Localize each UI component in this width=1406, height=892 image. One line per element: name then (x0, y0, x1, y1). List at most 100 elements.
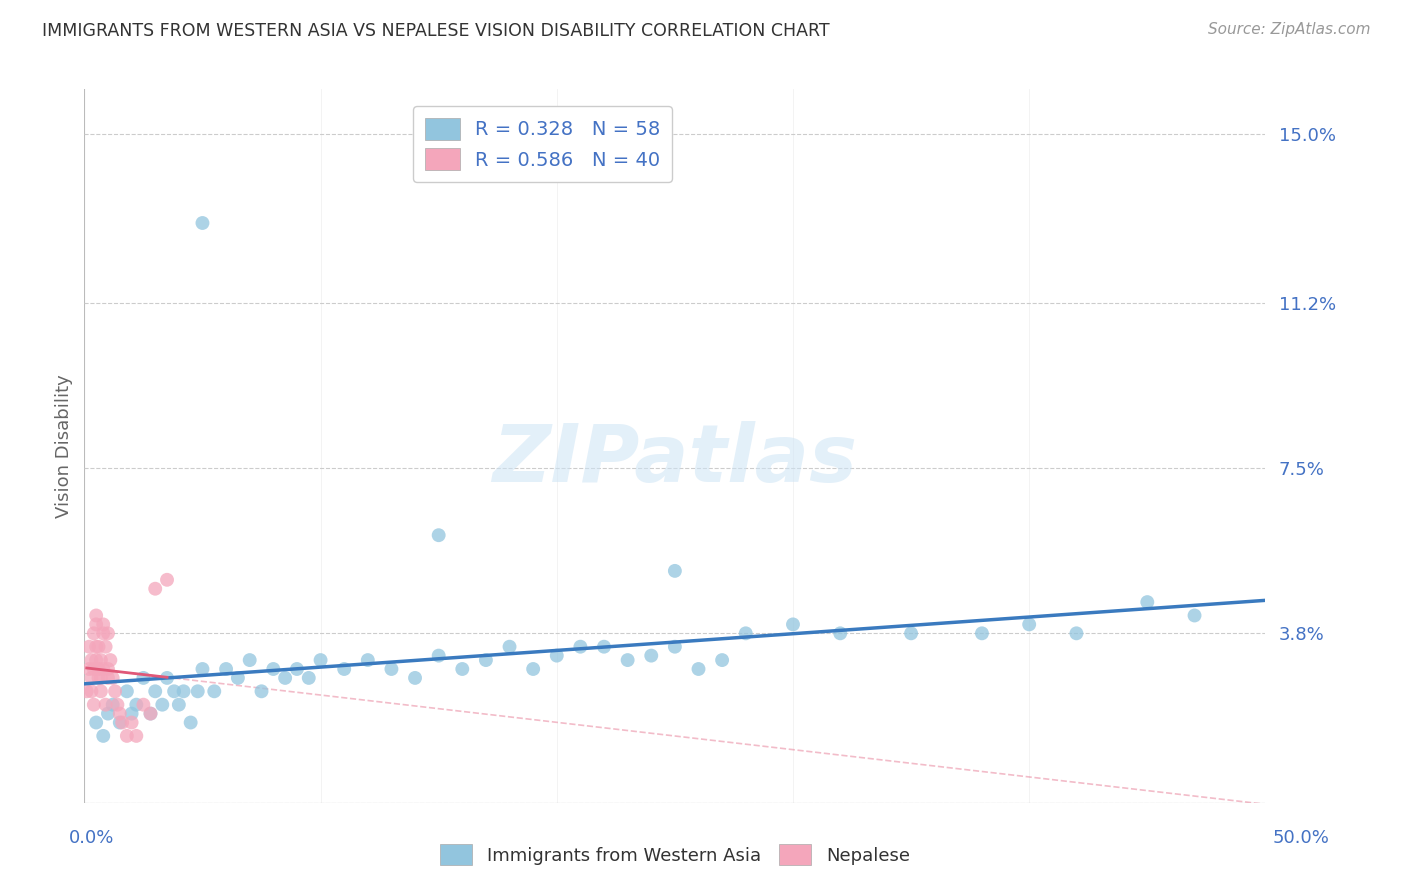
Point (167, 698, 190, 712)
Point (94, 698, 117, 712)
Point (250, 684, 273, 698)
Point (1066, 626, 1088, 640)
Point (97, 671, 120, 685)
Point (98, 653, 121, 667)
Point (76, 684, 98, 698)
Point (108, 706, 131, 721)
Point (83, 662, 105, 676)
Point (380, 662, 402, 676)
Point (97, 662, 120, 676)
Point (104, 684, 127, 698)
Text: IMMIGRANTS FROM WESTERN ASIA VS NEPALESE VISION DISABILITY CORRELATION CHART: IMMIGRANTS FROM WESTERN ASIA VS NEPALESE… (42, 22, 830, 40)
Point (91, 626, 114, 640)
Point (640, 648, 662, 663)
Point (163, 684, 186, 698)
Point (187, 684, 209, 698)
Point (782, 617, 804, 632)
Point (87, 640, 110, 654)
Point (132, 698, 155, 712)
Point (970, 626, 993, 640)
Point (262, 662, 284, 676)
Point (90, 671, 112, 685)
Point (215, 662, 238, 676)
Point (191, 662, 214, 676)
Text: ZIPatlas: ZIPatlas (492, 421, 858, 500)
Point (404, 671, 426, 685)
Point (84, 653, 107, 667)
Point (688, 662, 710, 676)
Point (87, 662, 110, 676)
Legend: Immigrants from Western Asia, Nepalese: Immigrants from Western Asia, Nepalese (429, 833, 921, 876)
Point (111, 715, 134, 730)
Point (546, 648, 568, 663)
Point (333, 662, 356, 676)
Point (427, 648, 450, 663)
Point (298, 671, 321, 685)
Point (522, 662, 544, 676)
Point (94, 640, 117, 654)
Point (180, 715, 202, 730)
Point (121, 706, 143, 721)
Point (84, 608, 107, 623)
Point (115, 684, 138, 698)
Point (121, 715, 143, 730)
Point (202, 684, 225, 698)
Point (451, 662, 474, 676)
Point (84, 640, 107, 654)
Point (191, 216, 214, 230)
Point (569, 640, 592, 654)
Point (90, 684, 112, 698)
Point (84, 617, 107, 632)
Point (156, 671, 179, 685)
Point (357, 653, 380, 667)
Text: 50.0%: 50.0% (1272, 829, 1329, 847)
Point (1136, 595, 1159, 609)
Point (107, 698, 129, 712)
Point (309, 653, 332, 667)
Point (475, 653, 498, 667)
Point (156, 573, 179, 587)
Point (274, 671, 297, 685)
Y-axis label: Vision Disability: Vision Disability (55, 374, 73, 518)
Point (143, 684, 166, 698)
Point (125, 729, 148, 743)
Point (101, 698, 124, 712)
Point (91, 662, 114, 676)
Point (285, 662, 308, 676)
Point (593, 640, 616, 654)
Point (101, 671, 124, 685)
Point (150, 698, 173, 712)
Point (900, 626, 922, 640)
Point (664, 640, 686, 654)
Point (132, 671, 155, 685)
Point (143, 582, 166, 596)
Point (97, 706, 120, 721)
Point (830, 626, 852, 640)
Point (80, 671, 103, 685)
Point (1184, 608, 1206, 623)
Point (77, 640, 100, 654)
Point (90, 653, 112, 667)
Point (226, 671, 249, 685)
Point (108, 715, 131, 730)
Point (1018, 617, 1040, 632)
Point (80, 653, 103, 667)
Point (84, 715, 107, 730)
Point (139, 706, 162, 721)
Point (87, 671, 110, 685)
Point (91, 729, 114, 743)
Point (616, 653, 638, 667)
Point (83, 698, 105, 712)
Text: 0.0%: 0.0% (69, 829, 114, 847)
Point (427, 528, 450, 542)
Point (498, 640, 520, 654)
Point (80, 684, 103, 698)
Point (734, 626, 756, 640)
Point (711, 653, 734, 667)
Point (664, 564, 686, 578)
Point (139, 706, 162, 721)
Point (173, 684, 195, 698)
Text: Source: ZipAtlas.com: Source: ZipAtlas.com (1208, 22, 1371, 37)
Point (91, 617, 114, 632)
Point (83, 626, 105, 640)
